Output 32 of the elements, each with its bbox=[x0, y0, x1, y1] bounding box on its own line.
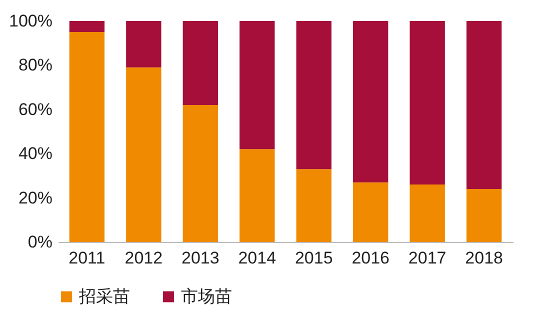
bar bbox=[182, 21, 218, 105]
x-tick-label: 2017 bbox=[408, 248, 446, 268]
y-tick-label: 80% bbox=[18, 56, 52, 75]
bar bbox=[240, 149, 275, 242]
bar bbox=[466, 21, 502, 189]
bar bbox=[410, 21, 445, 185]
bar bbox=[296, 169, 332, 242]
legend-label: 市场苗 bbox=[181, 286, 232, 306]
bar bbox=[296, 21, 332, 170]
bar bbox=[466, 188, 502, 242]
bar bbox=[353, 21, 388, 182]
x-tick-label: 2011 bbox=[68, 248, 106, 268]
x-tick-label: 2015 bbox=[294, 248, 333, 268]
bar bbox=[182, 104, 218, 242]
x-tick-label: 2014 bbox=[238, 248, 276, 268]
x-tick-label: 2013 bbox=[181, 248, 220, 268]
x-tick-label: 2012 bbox=[124, 248, 163, 268]
x-tick-label: 2018 bbox=[465, 248, 503, 268]
bar bbox=[410, 184, 445, 242]
bar bbox=[126, 21, 162, 68]
x-tick-label: 2016 bbox=[352, 248, 390, 268]
bar bbox=[240, 21, 275, 150]
y-tick-label: 20% bbox=[18, 188, 52, 208]
y-tick-label: 40% bbox=[18, 144, 52, 164]
y-tick-label: 60% bbox=[18, 100, 52, 119]
y-tick-label: 0% bbox=[28, 232, 52, 252]
legend-label: 招采苗 bbox=[78, 286, 130, 306]
bar bbox=[126, 67, 162, 242]
y-tick-label: 100% bbox=[9, 12, 52, 30]
bar bbox=[69, 32, 105, 242]
bar bbox=[353, 182, 388, 242]
bar bbox=[69, 21, 105, 32]
